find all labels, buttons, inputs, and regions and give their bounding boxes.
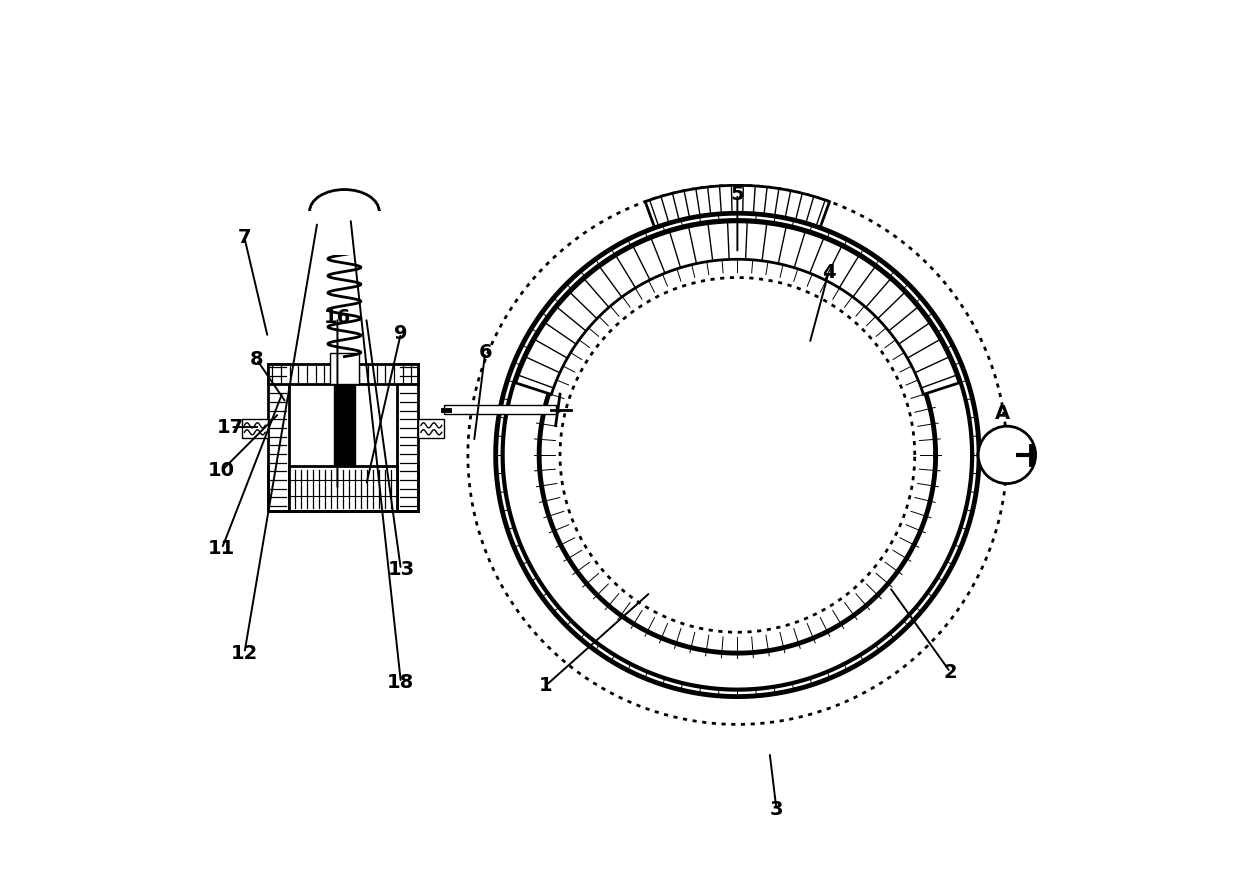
Text: 7: 7 bbox=[238, 228, 252, 247]
Text: 6: 6 bbox=[479, 343, 492, 361]
Bar bbox=[289, 466, 398, 511]
Text: 13: 13 bbox=[387, 560, 414, 579]
Text: 3: 3 bbox=[770, 800, 784, 819]
Bar bbox=[398, 364, 418, 511]
Text: 10: 10 bbox=[208, 461, 236, 480]
Text: 1: 1 bbox=[539, 676, 553, 695]
Text: 16: 16 bbox=[324, 308, 351, 327]
Bar bbox=[268, 364, 418, 384]
Bar bbox=[334, 360, 355, 466]
Bar bbox=[418, 419, 444, 438]
Polygon shape bbox=[516, 222, 959, 395]
Ellipse shape bbox=[310, 190, 379, 234]
Polygon shape bbox=[645, 186, 830, 227]
Bar bbox=[444, 405, 556, 414]
Bar bbox=[268, 364, 289, 511]
Bar bbox=[305, 212, 383, 256]
Text: 4: 4 bbox=[822, 262, 836, 282]
Text: 18: 18 bbox=[387, 673, 414, 692]
Text: 9: 9 bbox=[394, 324, 408, 343]
Text: 5: 5 bbox=[730, 185, 744, 204]
Text: 11: 11 bbox=[208, 539, 236, 558]
Bar bbox=[330, 354, 360, 384]
Bar bbox=[310, 212, 379, 228]
Text: A: A bbox=[994, 403, 1011, 423]
Text: 8: 8 bbox=[249, 350, 263, 368]
Text: 12: 12 bbox=[231, 644, 258, 662]
Text: 17: 17 bbox=[217, 417, 244, 437]
Circle shape bbox=[978, 426, 1035, 484]
Text: 2: 2 bbox=[944, 662, 957, 682]
Bar bbox=[242, 419, 268, 438]
